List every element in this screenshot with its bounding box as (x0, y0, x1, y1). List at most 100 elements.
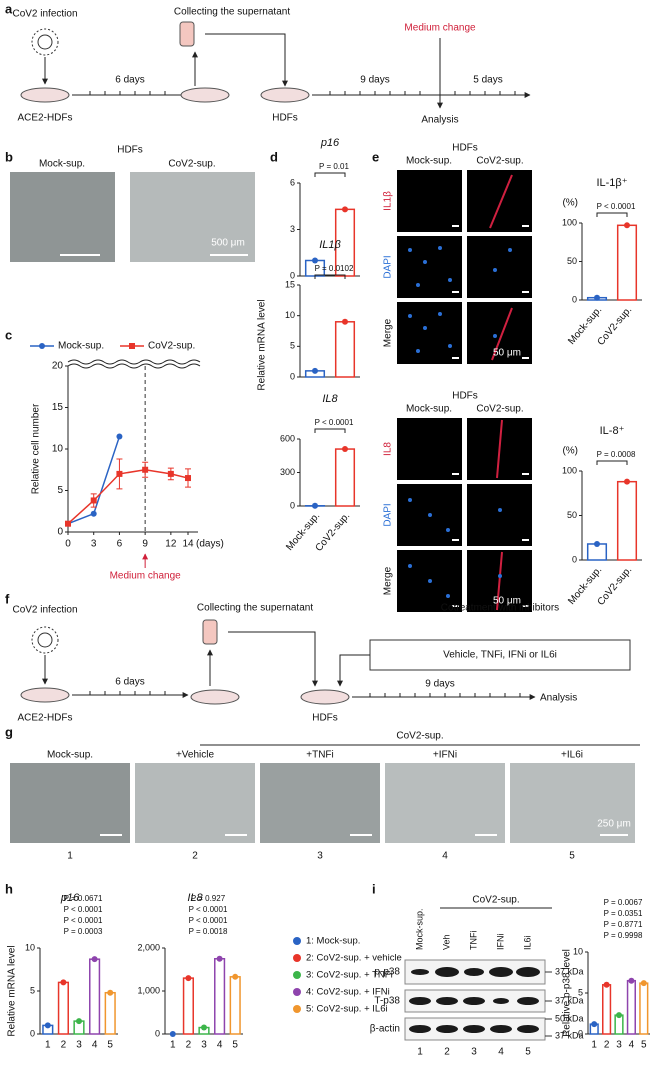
legend-label: 1: Mock-sup. (306, 936, 360, 947)
y-tick-label: 1,000 (137, 985, 160, 995)
label: 6 days (115, 75, 144, 86)
data-point (312, 502, 318, 509)
data-point (594, 294, 600, 301)
x-tick-label: 2 (61, 1040, 67, 1051)
label: DAPI (383, 255, 394, 278)
label: 500 μm (211, 238, 245, 249)
p-value: P < 0.0001 (189, 916, 228, 925)
label: HDFs (452, 391, 478, 402)
chart-title: p16 (320, 137, 340, 149)
legend-label: CoV2-sup. (148, 341, 195, 352)
label: CoV2-sup. (476, 404, 523, 415)
label: 5 (525, 1047, 531, 1058)
y-tick-label: 10 (25, 942, 35, 952)
point (90, 510, 97, 517)
chart-title: p16 (60, 892, 80, 904)
bar (57, 981, 69, 1035)
y-tick-label: 10 (52, 444, 64, 455)
data-point (603, 981, 610, 988)
point (142, 466, 149, 473)
chart-title: IL8 (322, 393, 338, 405)
label: CoV2-sup. (396, 731, 443, 742)
label: DAPI (383, 503, 394, 526)
p-value: P = 0.0003 (64, 927, 103, 936)
p-value: P < 0.0001 (189, 905, 228, 914)
bar (616, 480, 638, 561)
y-tick-label: 300 (280, 467, 295, 477)
label: 9 days (425, 679, 454, 690)
bar (214, 958, 226, 1035)
series-line (67, 436, 121, 525)
data-point (594, 540, 600, 547)
micrograph (10, 172, 115, 262)
label: h (5, 881, 13, 896)
western-blot (404, 907, 552, 1041)
point (90, 497, 97, 504)
label: CoV2-sup. (168, 159, 215, 170)
p-value: P = 0.927 (191, 894, 226, 903)
label: IL8 (383, 442, 394, 456)
point (116, 433, 123, 440)
y-tick-label: 15 (52, 402, 64, 413)
label: 5 (569, 851, 575, 862)
label: 3 (471, 1047, 477, 1058)
point (167, 470, 174, 477)
fluorescence-images (397, 170, 532, 612)
x-tick-label: 5 (641, 1040, 647, 1051)
label: f (5, 591, 10, 606)
bar (104, 991, 116, 1035)
legend-swatch (293, 937, 301, 945)
data-point (342, 446, 348, 453)
x-tick-label: 1 (45, 1040, 51, 1051)
x-tick-label: 12 (165, 539, 177, 550)
label: 37 kDa (555, 995, 584, 1005)
x-tick-label: 14 (182, 539, 194, 550)
label: Merge (383, 566, 394, 595)
bar (229, 976, 241, 1035)
y-tick-label: 5 (57, 485, 63, 496)
label: Collecting the supernatant (197, 603, 313, 614)
label: 1 (67, 851, 73, 862)
data-point (76, 1018, 82, 1025)
bracket (596, 460, 628, 465)
y-tick-label: 0 (572, 294, 577, 304)
label: Mock-sup. (414, 908, 424, 950)
x-tick-label: 0 (65, 539, 71, 550)
p-value: P = 0.0671 (64, 894, 103, 903)
point (116, 470, 123, 477)
bracket (314, 428, 346, 433)
label: Mock-sup. (47, 750, 93, 761)
data-point (342, 206, 348, 213)
legend-swatch (293, 971, 301, 979)
y-tick-label: 600 (280, 433, 295, 443)
p-value: P = 0.9998 (604, 931, 643, 940)
label: Mock-sup. (39, 159, 85, 170)
y-tick-label: 0 (290, 371, 295, 381)
p-value: P = 0.0018 (189, 927, 228, 936)
y-tick-label: 6 (290, 177, 295, 187)
label: Analysis (421, 115, 458, 126)
p-value: P < 0.0001 (64, 916, 103, 925)
label: g (5, 724, 13, 739)
legend-swatch (293, 954, 301, 962)
chart-title: IL-8⁺ (600, 425, 625, 437)
y-axis-label: Relative mRNA level (7, 945, 18, 1036)
label: T-p38 (374, 996, 400, 1007)
data-point (616, 1012, 622, 1019)
data-point (91, 956, 98, 963)
point (65, 520, 71, 527)
legend-label: Mock-sup. (58, 341, 104, 352)
bar (626, 979, 636, 1035)
axis-break (67, 359, 201, 369)
label: +TNFi (306, 750, 334, 761)
y-tick-label: 5 (578, 987, 583, 997)
label: HDFs (272, 113, 298, 124)
bar (334, 321, 356, 378)
y-tick-label: 0 (290, 270, 295, 280)
label: Medium change (404, 23, 476, 34)
unit-label: (%) (562, 446, 578, 457)
data-point (312, 257, 318, 264)
x-axis-label: (days) (196, 539, 224, 550)
y-tick-label: 0 (57, 527, 63, 538)
data-point (232, 973, 239, 980)
